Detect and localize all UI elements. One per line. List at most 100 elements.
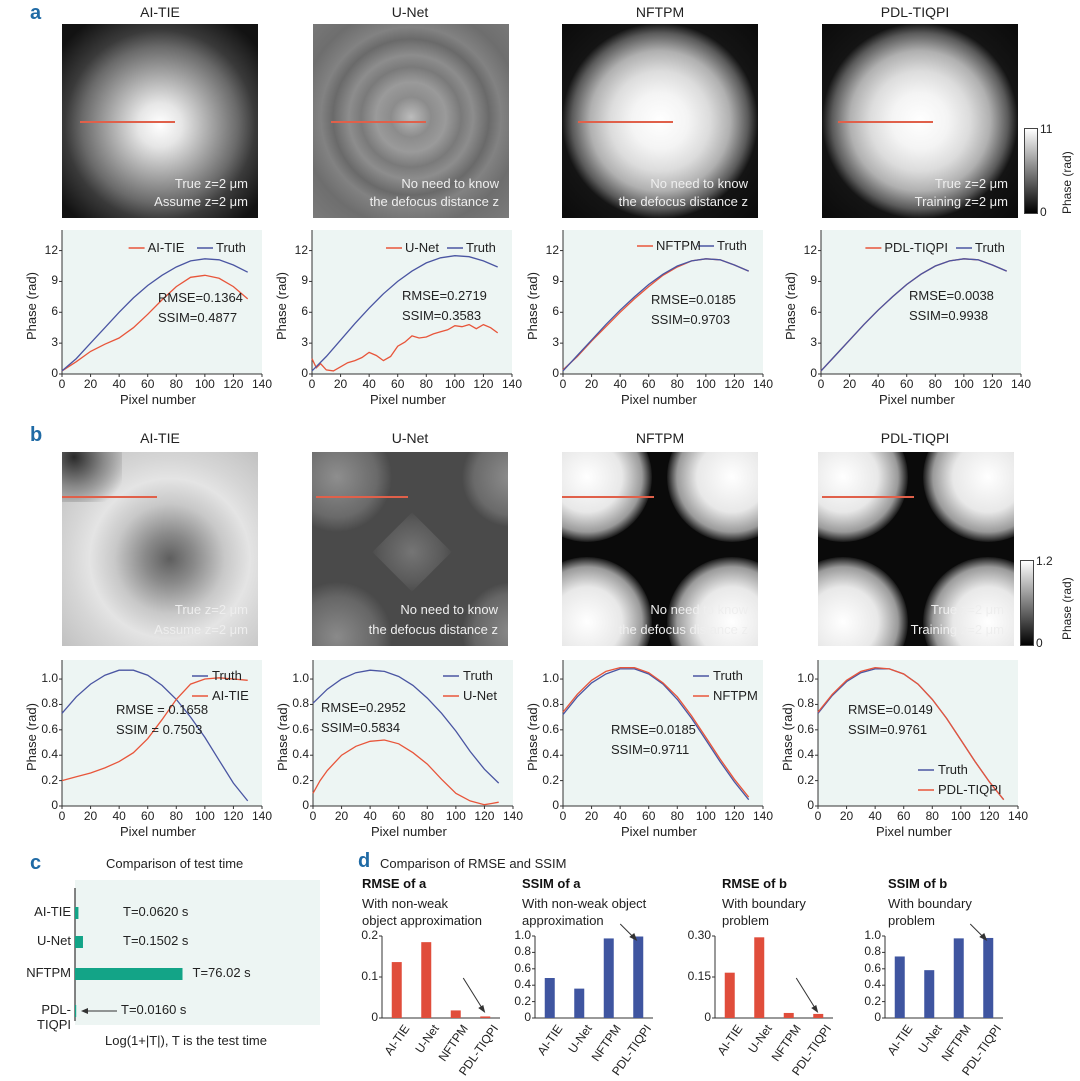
d-bar-ai-tie xyxy=(724,972,735,1018)
d-y-tick-label: 0.2 xyxy=(864,993,881,1008)
ssim-label: SSIM=0.9711 xyxy=(611,742,690,757)
c-category-label: AI-TIE xyxy=(34,904,71,919)
d-arrow xyxy=(462,977,484,1011)
c-bar-ai-tie xyxy=(75,907,79,919)
colorbar-a-max: 11 xyxy=(1040,122,1053,136)
y-tick-label: 0.2 xyxy=(41,772,58,787)
d-bar-u-net xyxy=(574,988,585,1018)
x-tick-label: 40 xyxy=(871,377,885,391)
x-tick-label: 120 xyxy=(724,809,745,823)
d-arrow xyxy=(795,977,817,1011)
rmse-label: RMSE=0.0149 xyxy=(848,702,933,717)
d-y-tick-label: 0 xyxy=(874,1010,881,1024)
phase-image-a-unet: No need to know the defocus distance z xyxy=(313,24,509,218)
x-axis-label: Pixel number xyxy=(120,392,196,407)
overlay-line1: True z=2 μm xyxy=(930,602,1004,617)
c-category-label: NFTPM xyxy=(26,965,71,980)
d-heading: RMSE of b xyxy=(722,876,787,891)
rmse-label: RMSE = 0.1658 xyxy=(116,702,209,717)
x-tick-label: 120 xyxy=(223,809,244,823)
y-tick-label: 0.4 xyxy=(292,747,309,762)
d-category-label: U-Net xyxy=(412,1022,442,1056)
profile-line xyxy=(62,496,157,498)
profile-line xyxy=(578,121,673,123)
x-tick-label: 140 xyxy=(1010,377,1032,391)
x-tick-label: 0 xyxy=(814,809,822,823)
x-tick-label: 120 xyxy=(474,809,495,823)
x-axis-label: Pixel number xyxy=(370,392,446,407)
y-tick-label: 6 xyxy=(810,304,817,319)
x-tick-label: 60 xyxy=(391,377,405,391)
legend-item: Truth xyxy=(938,762,968,777)
y-tick-label: 12 xyxy=(803,242,817,257)
d-y-tick-label: 0 xyxy=(704,1010,711,1024)
d-chart-d2 xyxy=(532,923,653,1019)
x-tick-label: 80 xyxy=(670,809,684,823)
d-chart-d1 xyxy=(379,935,500,1019)
d-bar-ai-tie xyxy=(391,962,402,1018)
d-category-label: U-Net xyxy=(915,1022,945,1056)
y-tick-label: 0.6 xyxy=(41,721,58,736)
d-title: Comparison of RMSE and SSIM xyxy=(380,856,567,871)
x-tick-label: 40 xyxy=(868,809,882,823)
x-tick-label: 0 xyxy=(308,377,316,391)
image-title-b4: PDL-TIQPI xyxy=(880,430,950,446)
y-tick-label: 0.8 xyxy=(797,696,814,711)
x-tick-label: 20 xyxy=(842,377,857,391)
x-tick-label: 20 xyxy=(83,377,98,391)
x-tick-label: 100 xyxy=(695,809,716,823)
line-plot-b1: 0 20 40 60 80 100 120 140 0 0.2 0.4 0.6 0.8 1.0 Pixel … xyxy=(22,660,282,846)
overlay-line2: the defocus distance z xyxy=(368,622,498,637)
x-tick-label: 140 xyxy=(251,377,273,391)
image-title-b2: U-Net xyxy=(391,430,429,446)
overlay-line1: True z=2 μm xyxy=(934,176,1008,191)
y-tick-label: 3 xyxy=(552,335,559,350)
line-plot-a4: 0 20 40 60 80 100 120 140 0 3 6 9 12 Pixel number Phas… xyxy=(781,230,1041,414)
d-chart-d4 xyxy=(882,923,1003,1019)
rmse-label: RMSE=0.1364 xyxy=(158,290,243,305)
x-axis-label: Pixel number xyxy=(621,392,697,407)
ssim-label: SSIM=0.9761 xyxy=(848,722,928,737)
rmse-label: RMSE=0.0038 xyxy=(909,288,994,303)
d-y-tick-label: 0 xyxy=(524,1010,531,1024)
y-tick-label: 12 xyxy=(545,242,559,257)
ssim-label: SSIM=0.3583 xyxy=(402,308,482,323)
d-bar-nftpm xyxy=(783,1012,794,1018)
phase-image-b-aitie: True z=2 μm Assume z=2 μm xyxy=(62,452,258,646)
rmse-label: RMSE=0.0185 xyxy=(611,722,696,737)
x-tick-label: 100 xyxy=(445,809,466,823)
c-arrow-head xyxy=(81,1008,88,1014)
d-subtitle: object approximation xyxy=(362,913,482,928)
legend-item: Truth xyxy=(212,668,242,683)
x-axis-label: Pixel number xyxy=(120,824,196,839)
legend-item: AI-TIE xyxy=(212,688,249,703)
phase-image-a-pdltiqpi: True z=2 μm Training z=2 μm xyxy=(822,24,1018,218)
y-tick-label: 1.0 xyxy=(797,671,814,686)
plot-svg xyxy=(59,660,263,809)
overlay-line1: No need to know xyxy=(401,176,499,191)
panel-letter-d: d xyxy=(358,850,371,872)
x-tick-label: 0 xyxy=(817,377,825,391)
y-tick-label: 12 xyxy=(294,242,308,257)
x-tick-label: 120 xyxy=(223,377,244,391)
x-tick-label: 100 xyxy=(444,377,465,391)
y-tick-label: 9 xyxy=(552,273,559,288)
image-title-b3: NFTPM xyxy=(635,430,685,446)
x-tick-label: 100 xyxy=(194,809,215,823)
y-tick-label: 6 xyxy=(552,304,559,319)
x-axis-label: Pixel number xyxy=(621,824,697,839)
blob xyxy=(923,452,1014,542)
x-tick-label: 140 xyxy=(1007,809,1029,823)
d-heading: SSIM of a xyxy=(522,876,581,891)
panel-letter-a: a xyxy=(30,2,42,24)
y-axis-label: Phase (rad) xyxy=(525,703,540,771)
x-tick-label: 100 xyxy=(950,809,971,823)
legend-item: PDL-TIQPI xyxy=(938,782,1002,797)
x-tick-label: 100 xyxy=(953,377,974,391)
d-y-tick-label: 1.0 xyxy=(864,928,881,942)
blob xyxy=(667,452,758,542)
x-tick-label: 0 xyxy=(559,809,567,823)
d-subtitle: With boundary xyxy=(888,896,972,911)
y-tick-label: 0.2 xyxy=(292,772,309,787)
overlay-line1: No need to know xyxy=(650,176,748,191)
